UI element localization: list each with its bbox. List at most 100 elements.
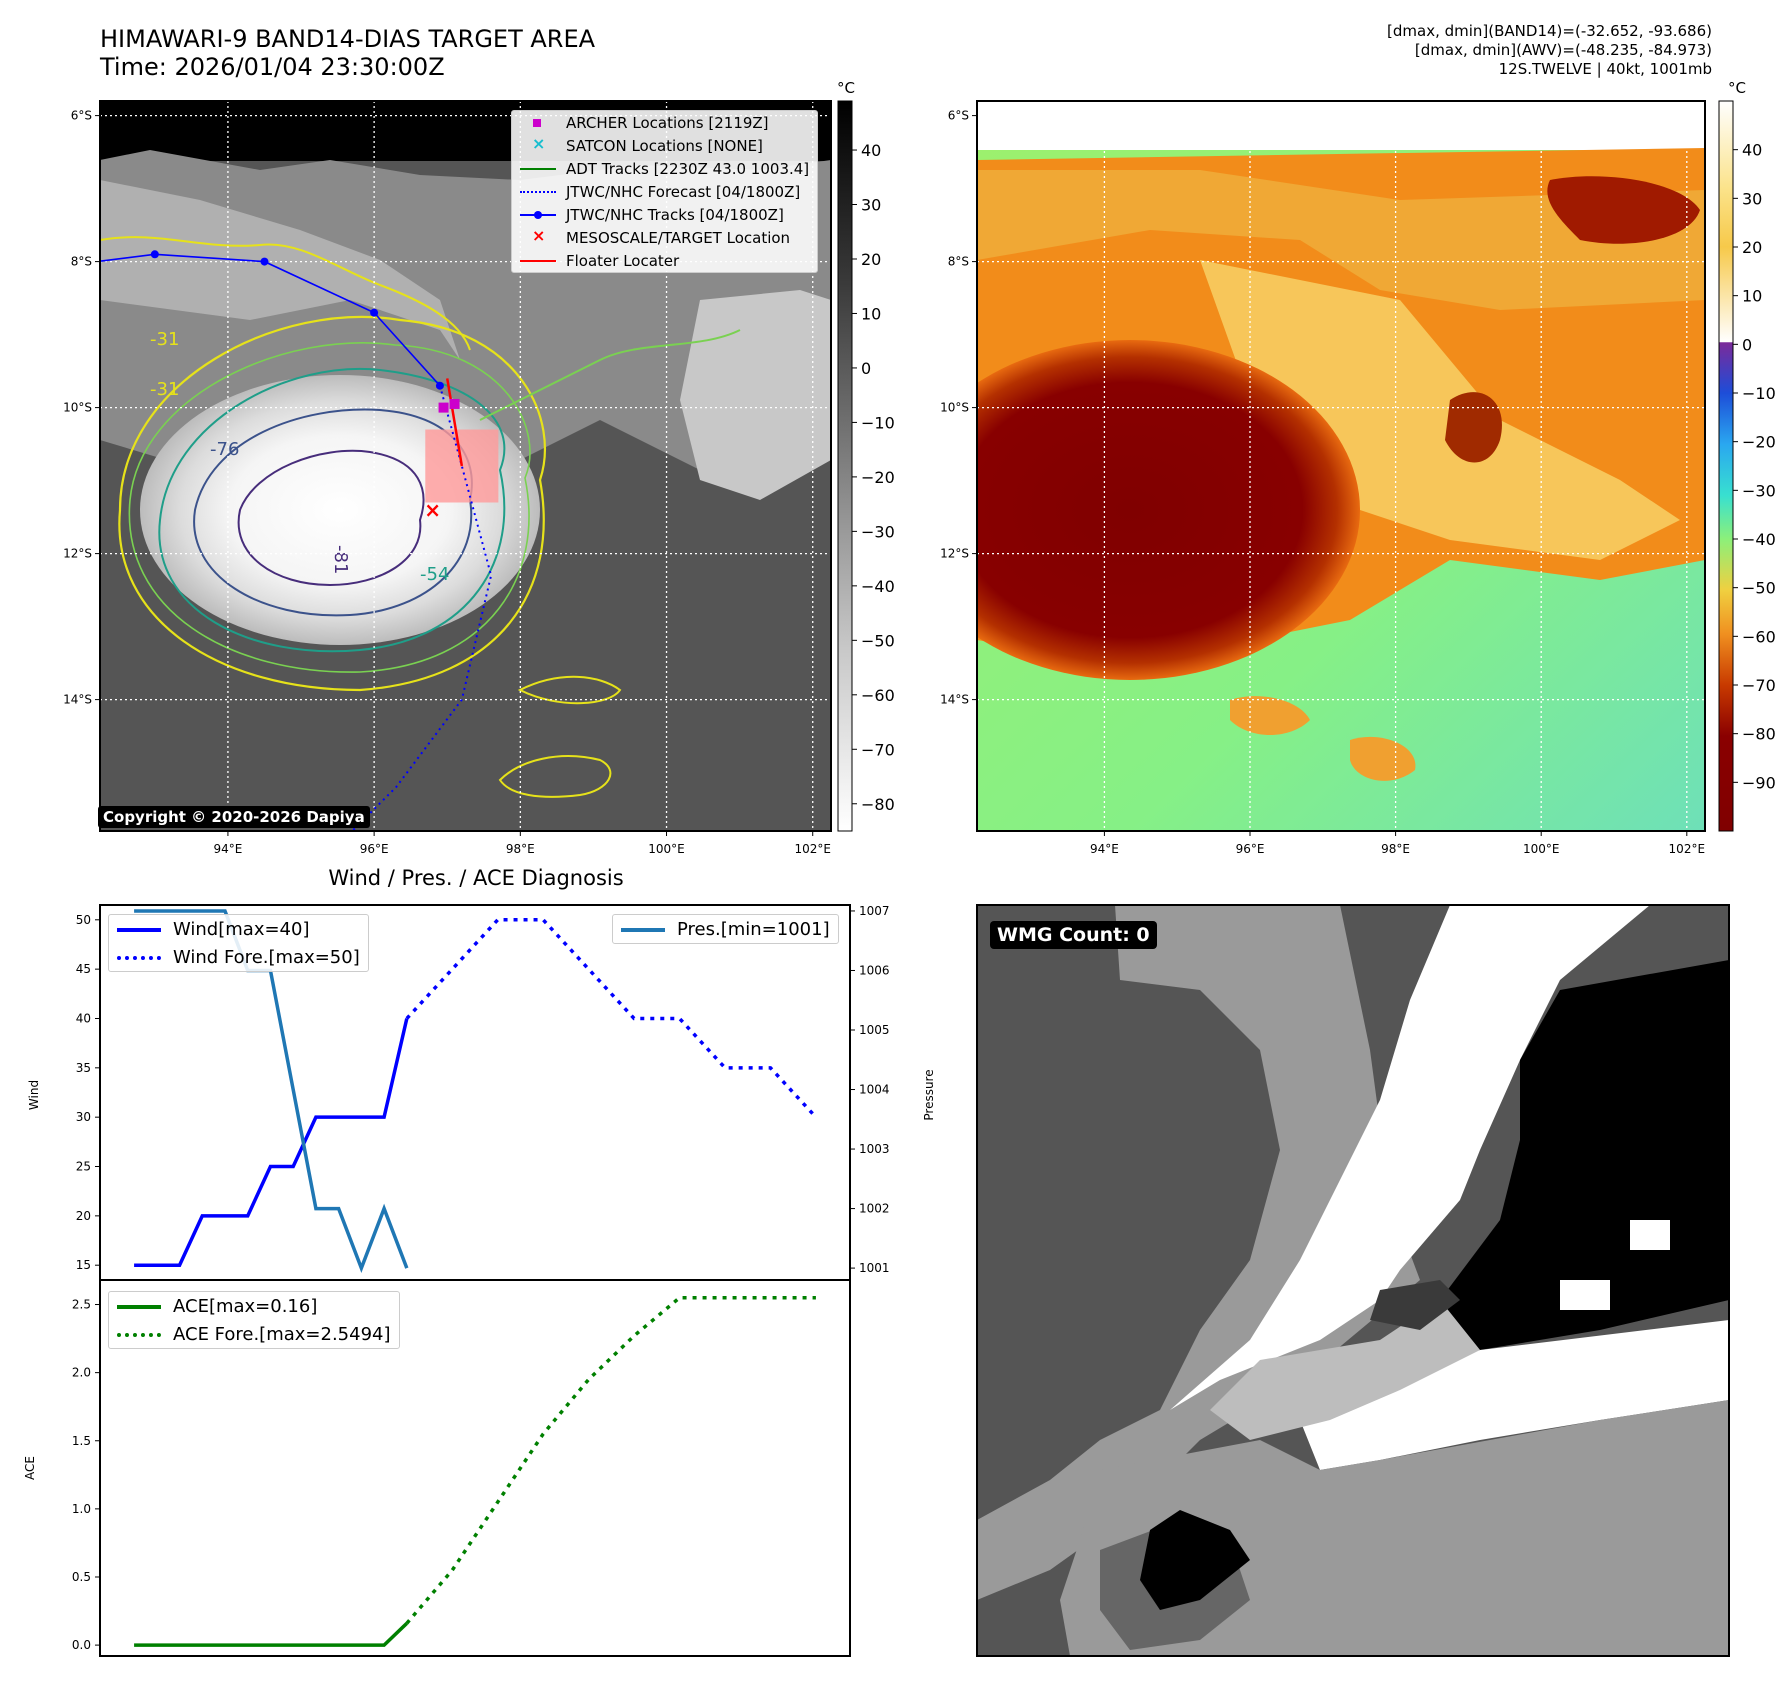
x-marker-icon: ×	[532, 225, 546, 245]
track-point	[150, 250, 159, 259]
colorbar-tick-label: −10	[1742, 384, 1776, 403]
legend-item-target: × MESOSCALE/TARGET Location	[532, 225, 791, 247]
lon-tick-label: 96°E	[360, 842, 389, 856]
lon-tick-label: 96°E	[1236, 842, 1265, 856]
tick-label: 0.0	[72, 1638, 91, 1652]
archer-marker	[438, 402, 449, 413]
lon-tick-label: 100°E	[648, 842, 685, 856]
wmg-panel	[976, 904, 1730, 1657]
cloud-east	[680, 290, 831, 500]
cloud-band-mid	[100, 180, 460, 360]
colorbar-left-ticks: 40 30 20 10 0 −10 −20 −30 −40 −50 −60 −70 −80	[852, 141, 895, 814]
map-r-cloud-south-2	[1350, 736, 1416, 781]
contour-31-north	[100, 236, 471, 351]
lat-tick-label: 14°S	[63, 693, 92, 707]
ace-legend: ACE[max=0.16] ACE Fore.[max=2.5494]	[108, 1291, 400, 1349]
target-area-box	[425, 429, 499, 503]
contour-40	[128, 342, 531, 673]
dotted-line-icon	[117, 1333, 161, 1337]
lat-ticks-left: 6°S 8°S 10°S 12°S 14°S	[63, 109, 100, 707]
lon-tick-label: 94°E	[213, 842, 242, 856]
map-frame	[99, 100, 832, 832]
line-icon	[621, 928, 665, 932]
wmg-frame	[976, 904, 1730, 1657]
tick-label: 45	[76, 962, 91, 976]
tick-label: 40	[76, 1011, 91, 1025]
map-r-frame	[976, 100, 1706, 832]
colorbar-tick-label: −90	[1742, 773, 1776, 792]
lat-tick-label: 10°S	[940, 401, 969, 415]
tick-label: 25	[76, 1160, 91, 1174]
tick-label: 30	[76, 1110, 91, 1124]
contour-label: -81	[330, 545, 351, 574]
legend-item-jtwc-tracks: JTWC/NHC Tracks [04/1800Z]	[512, 203, 817, 226]
wmg-dark-patch-2	[1370, 1280, 1460, 1330]
tick-label: 1003	[859, 1142, 890, 1156]
tick-label: 20	[76, 1209, 91, 1223]
colorbar-tick-label: 0	[861, 359, 871, 378]
lon-tick-label: 100°E	[1523, 842, 1560, 856]
colorbar-tick-label: 10	[1742, 287, 1762, 306]
contour-label: -31	[150, 329, 179, 350]
track-point	[260, 257, 269, 266]
map-legend: ARCHER Locations [2119Z] × SATCON Locatio…	[511, 110, 819, 273]
line-icon	[117, 1305, 161, 1309]
map-r-cloud-mid	[977, 170, 1705, 310]
target-marker: ×	[424, 498, 441, 522]
colorbar-tick-label: 10	[861, 304, 881, 323]
track-point	[370, 308, 379, 317]
colorbar-tick-label: −60	[861, 686, 895, 705]
map-r-cold-patch-2	[1445, 392, 1502, 463]
pressure-axis-label: Pressure	[922, 1069, 936, 1120]
awv-map: 6°S 8°S 10°S 12°S 14°S 94°E 96°E 98°E 100°E 102°…	[940, 100, 1706, 856]
colorbar-right-unit: °C	[1728, 79, 1746, 97]
wmg-white-band	[1170, 905, 1650, 1410]
lat-tick-label: 12°S	[63, 547, 92, 561]
jtwc-forecast-line	[350, 385, 493, 831]
wmg-count-badge: WMG Count: 0	[990, 921, 1157, 949]
tick-label: 15	[76, 1258, 91, 1272]
wmg-black-region	[1440, 960, 1729, 1350]
ace-ticks: 0.0 0.5 1.0 1.5 2.0 2.5	[72, 1298, 100, 1652]
stats-line-1: [dmax, dmin](BAND14)=(-32.652, -93.686)	[1387, 22, 1712, 40]
line-icon	[117, 928, 161, 932]
archer-markers	[438, 398, 460, 413]
tick-label: 2.5	[72, 1298, 91, 1312]
diagnosis-title: Wind / Pres. / ACE Diagnosis	[328, 866, 623, 890]
wmg-white-block	[1630, 1220, 1670, 1250]
tick-label: 1007	[859, 904, 890, 918]
colorbar-tick-label: −70	[861, 740, 895, 759]
colorbar-tick-label: −60	[1742, 627, 1776, 646]
colorbar-tick-label: −20	[1742, 433, 1776, 452]
stats-line-3: 12S.TWELVE | 40kt, 1001mb	[1498, 60, 1712, 78]
floater-locater-line	[445, 378, 464, 467]
tick-label: 1002	[859, 1202, 890, 1216]
colorbar-tick-label: 40	[1742, 141, 1762, 160]
line-icon	[520, 259, 556, 262]
map-r-cloud-south	[1230, 696, 1310, 735]
colorbar-tick-label: −50	[861, 631, 895, 650]
line-icon	[520, 167, 556, 170]
wind-series-line	[134, 1018, 409, 1267]
colorbar-left-unit: °C	[837, 79, 855, 97]
colorbar-tick-label: −80	[1742, 725, 1776, 744]
colorbar-tick-label: −40	[1742, 530, 1776, 549]
contour-north-east	[479, 329, 741, 421]
stats-block: [dmax, dmin](BAND14)=(-32.652, -93.686) …	[1387, 22, 1712, 79]
colorbar-tick-label: 30	[1742, 189, 1762, 208]
pressure-legend: Pres.[min=1001]	[612, 914, 839, 944]
colorbar-tick-label: −40	[861, 577, 895, 596]
legend-item-ace-fore: ACE Fore.[max=2.5494]	[109, 1320, 399, 1348]
colorbar-right-bar	[1718, 100, 1734, 832]
target-markers: ×	[424, 498, 441, 522]
tick-label: 50	[76, 913, 91, 927]
lat-tick-label: 8°S	[948, 255, 969, 269]
colorbar-right: °C 40 30 20 10 0 −10 −20 −30 −40 −50 −60 −70 −80 −90	[1718, 79, 1776, 832]
legend-item-floater: Floater Locater	[512, 249, 817, 272]
wmg-white-block-2	[1560, 1280, 1610, 1310]
title-line-2: Time: 2026/01/04 23:30:00Z	[100, 53, 445, 81]
lon-tick-label: 94°E	[1090, 842, 1119, 856]
legend-item-pres: Pres.[min=1001]	[613, 915, 838, 943]
colorbar-right-ticks: 40 30 20 10 0 −10 −20 −30 −40 −50 −60 −70 −80 −90	[1733, 141, 1776, 792]
